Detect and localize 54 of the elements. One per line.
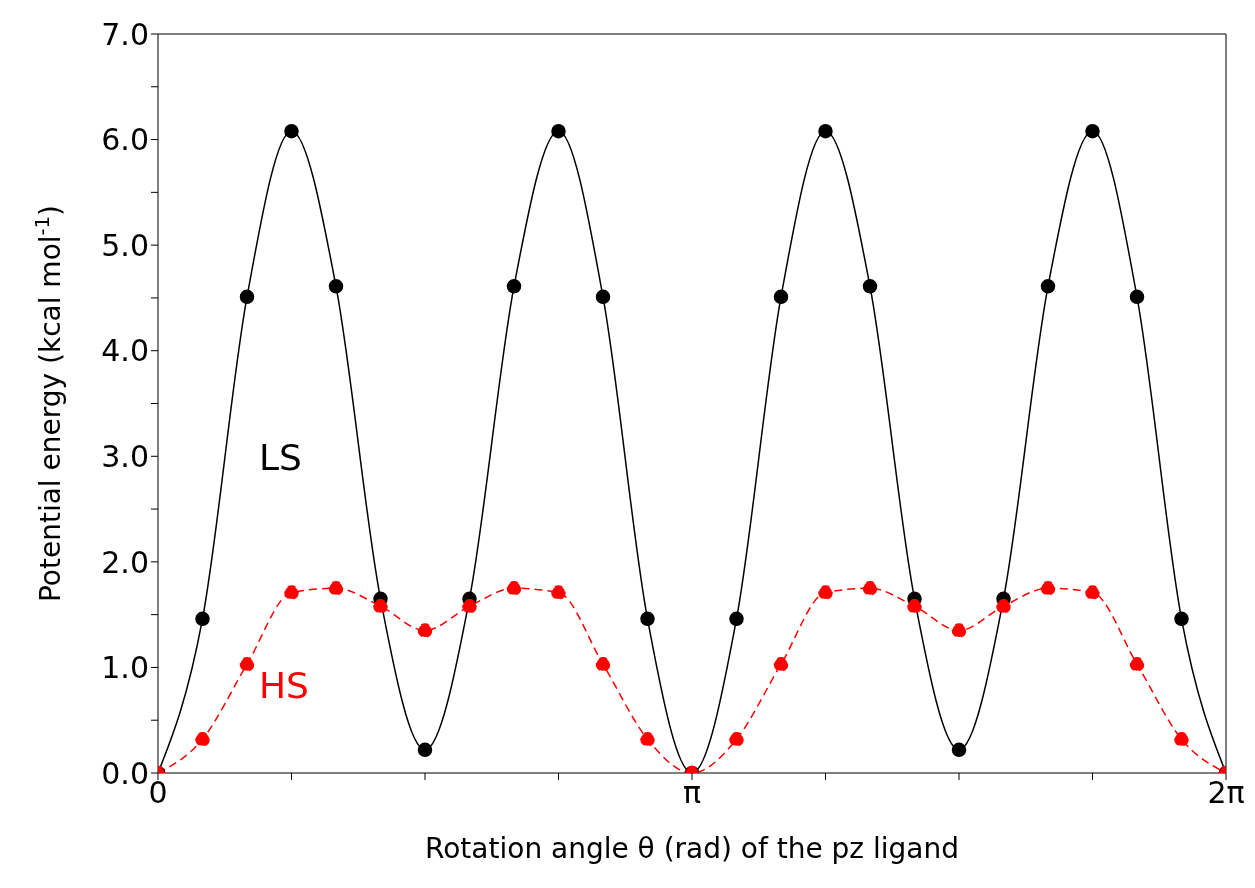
point	[417, 742, 433, 758]
series-label: LS	[259, 436, 302, 478]
point	[862, 279, 878, 294]
point	[462, 598, 477, 614]
point	[506, 279, 522, 294]
point	[1085, 123, 1100, 139]
point	[907, 598, 922, 614]
point	[284, 585, 299, 600]
point	[195, 731, 210, 747]
point	[1129, 657, 1145, 672]
point	[773, 289, 789, 305]
point	[595, 657, 611, 672]
point	[773, 657, 789, 672]
point	[506, 581, 522, 596]
point	[1085, 585, 1100, 600]
point	[328, 279, 344, 294]
point	[239, 657, 255, 672]
x-tick-label: 0	[148, 775, 168, 811]
y-tick-label: 5.0	[101, 227, 149, 263]
point	[551, 585, 566, 600]
y-tick-label: 1.0	[101, 650, 149, 686]
point	[239, 289, 255, 305]
y-tick-label: 4.0	[101, 333, 149, 369]
point	[417, 623, 433, 638]
point	[640, 731, 655, 747]
point	[862, 581, 878, 596]
series-label: HS	[259, 665, 309, 707]
point	[729, 611, 744, 627]
point	[729, 731, 744, 747]
y-tick-label: 2.0	[101, 544, 149, 580]
point	[1129, 289, 1145, 305]
point	[951, 742, 967, 758]
point	[1174, 731, 1189, 747]
y-tick-label: 6.0	[101, 122, 149, 158]
point	[1040, 279, 1056, 294]
x-tick-label: π	[682, 775, 702, 811]
y-tick-label: 7.0	[101, 16, 149, 52]
y-tick-label: 0.0	[101, 755, 149, 791]
point	[551, 123, 566, 139]
point	[595, 289, 611, 305]
point	[818, 123, 833, 139]
y-tick-label: 3.0	[101, 438, 149, 474]
point	[328, 581, 344, 596]
point	[996, 598, 1011, 614]
point	[1040, 581, 1056, 596]
x-tick-label: 2π	[1207, 775, 1245, 811]
x-axis-title: Rotation angle θ (rad) of the pz ligand	[425, 832, 959, 865]
point	[640, 611, 655, 627]
point	[195, 611, 210, 627]
point	[373, 598, 388, 614]
point	[284, 123, 299, 139]
point	[818, 585, 833, 600]
point	[951, 623, 967, 638]
point	[1174, 611, 1189, 627]
